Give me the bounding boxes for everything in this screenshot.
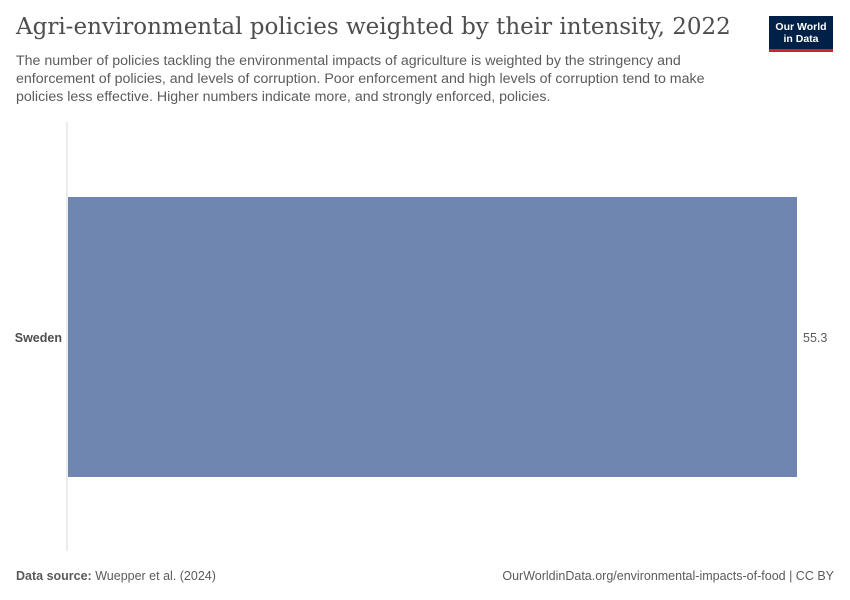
chart-title: Agri-environmental policies weighted by …: [16, 14, 731, 40]
bar-sweden[interactable]: [68, 197, 797, 477]
data-source-label: Data source:: [16, 569, 92, 583]
value-label: 55.3: [803, 331, 827, 345]
owid-logo[interactable]: Our World in Data: [769, 16, 833, 52]
footer-link[interactable]: OurWorldinData.org/environmental-impacts…: [502, 569, 834, 583]
data-source-value: Wuepper et al. (2024): [95, 569, 216, 583]
logo-line-2: in Data: [783, 33, 819, 45]
bars-group: Sweden 55.3: [15, 197, 827, 477]
logo-line-1: Our World: [775, 21, 827, 33]
category-label: Sweden: [15, 331, 62, 345]
chart-subtitle: The number of policies tackling the envi…: [16, 53, 705, 106]
data-source: Data source: Wuepper et al. (2024): [16, 569, 216, 583]
